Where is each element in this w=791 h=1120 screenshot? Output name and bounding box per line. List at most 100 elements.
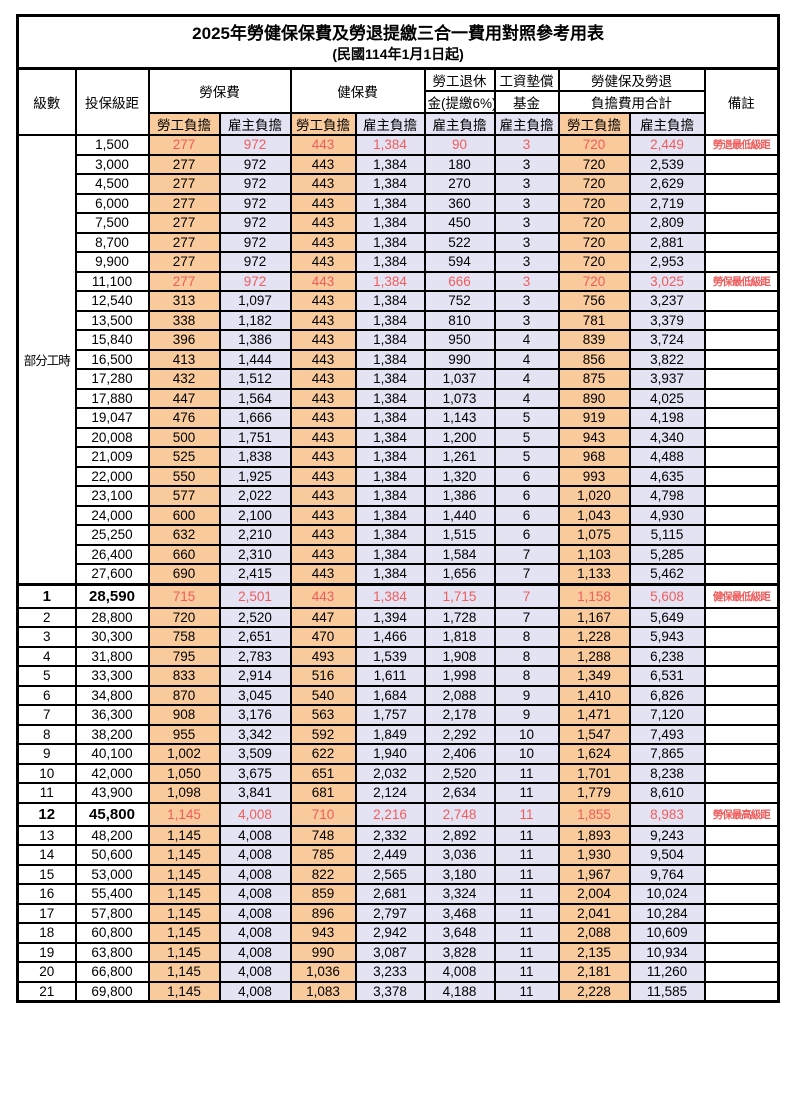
table-row: 14 50,600 1,145 4,008 785 2,449 3,036 11 1,930 9,…: [16, 844, 780, 866]
value-cell: 2,332: [354, 824, 426, 846]
remark-cell: [703, 863, 780, 885]
value-cell: 968: [557, 446, 631, 468]
value-cell: 11: [493, 782, 560, 804]
value-cell: 1,384: [354, 582, 426, 609]
value-cell: 2,415: [218, 563, 292, 585]
value-cell: 11: [493, 922, 560, 944]
value-cell: 1,656: [423, 563, 496, 585]
subheader-pension-employer: 雇主負擔: [423, 112, 496, 136]
value-cell: 1,145: [147, 922, 221, 944]
value-cell: 2,041: [557, 902, 631, 924]
value-cell: 4,008: [218, 941, 292, 963]
bracket-cell: 55,400: [74, 883, 150, 905]
table-row: 1 28,590 715 2,501 443 1,384 1,715 7 1,158 5,608 健…: [16, 582, 780, 609]
subheader-total-employee: 勞工負擔: [557, 112, 631, 136]
remark-cell: [703, 606, 780, 628]
remark-cell: [703, 922, 780, 944]
part-time-group-label: 部分工時: [16, 134, 77, 585]
value-cell: 2,501: [218, 582, 292, 609]
value-cell: 1,145: [147, 844, 221, 866]
value-cell: 1,384: [354, 173, 426, 195]
remark-cell: [703, 504, 780, 526]
value-cell: 9,243: [628, 824, 706, 846]
value-cell: 622: [289, 743, 357, 765]
table-row: 5 33,300 833 2,914 516 1,611 1,998 8 1,349 6,531: [16, 665, 780, 687]
remark-cell: [703, 782, 780, 804]
value-cell: 785: [289, 844, 357, 866]
level-cell: 12: [16, 801, 77, 827]
value-cell: 450: [423, 212, 496, 234]
value-cell: 11: [493, 863, 560, 885]
value-cell: 972: [218, 270, 292, 292]
value-cell: 748: [289, 824, 357, 846]
value-cell: 2,651: [218, 626, 292, 648]
value-cell: 10,024: [628, 883, 706, 905]
value-cell: 1,384: [354, 212, 426, 234]
bracket-cell: 40,100: [74, 743, 150, 765]
value-cell: 443: [289, 309, 357, 331]
value-cell: 1,133: [557, 563, 631, 585]
value-cell: 11: [493, 844, 560, 866]
remark-cell: [703, 543, 780, 565]
table-row: 16 55,400 1,145 4,008 859 2,681 3,324 11 2,004 10…: [16, 883, 780, 905]
level-cell: 21: [16, 980, 77, 1003]
value-cell: 1,384: [354, 309, 426, 331]
table-row: 12,540 313 1,097 443 1,384 752 3 756 3,237: [18, 290, 780, 312]
table-row: 24,000 600 2,100 443 1,384 1,440 6 1,043 4,930: [18, 504, 780, 526]
subheader-health-employer: 雇主負擔: [354, 112, 426, 136]
remark-cell: [703, 212, 780, 234]
value-cell: 1,728: [423, 606, 496, 628]
value-cell: 5,115: [628, 524, 706, 546]
value-cell: 2,216: [354, 801, 426, 827]
header-remark: 備註: [703, 67, 780, 136]
table-row: 25,250 632 2,210 443 1,384 1,515 6 1,075 5,115: [18, 524, 780, 546]
header-wage-fund-line2: 基金: [493, 90, 560, 114]
value-cell: 1,386: [423, 485, 496, 507]
value-cell: 4,008: [218, 824, 292, 846]
value-cell: 3,724: [628, 329, 706, 351]
table-row: 23,100 577 2,022 443 1,384 1,386 6 1,020 4,798: [18, 485, 780, 507]
header-total-line1: 勞健保及勞退: [557, 67, 706, 92]
value-cell: 908: [147, 704, 221, 726]
bracket-cell: 9,900: [74, 251, 150, 273]
value-cell: 11: [493, 961, 560, 983]
value-cell: 443: [289, 465, 357, 487]
value-cell: 7: [493, 582, 560, 609]
level-cell: 4: [16, 645, 77, 667]
value-cell: 360: [423, 192, 496, 214]
remark-cell: [703, 231, 780, 253]
value-cell: 875: [557, 368, 631, 390]
value-cell: 972: [218, 212, 292, 234]
value-cell: 5: [493, 407, 560, 429]
value-cell: 1,893: [557, 824, 631, 846]
table-row: 7 36,300 908 3,176 563 1,757 2,178 9 1,471 7,120: [16, 704, 780, 726]
value-cell: 822: [289, 863, 357, 885]
value-cell: 1,751: [218, 426, 292, 448]
table-row: 13,500 338 1,182 443 1,384 810 3 781 3,379: [18, 309, 780, 331]
value-cell: 2,100: [218, 504, 292, 526]
value-cell: 6: [493, 524, 560, 546]
value-cell: 516: [289, 665, 357, 687]
value-cell: 1,818: [423, 626, 496, 648]
table-row: 11,100 277 972 443 1,384 666 3 720 3,025 勞保最低級距: [18, 270, 780, 292]
table-row: 7,500 277 972 443 1,384 450 3 720 2,809: [18, 212, 780, 234]
value-cell: 1,925: [218, 465, 292, 487]
value-cell: 3: [493, 212, 560, 234]
remark-cell: [703, 348, 780, 370]
value-cell: 1,075: [557, 524, 631, 546]
value-cell: 3,841: [218, 782, 292, 804]
value-cell: 710: [289, 801, 357, 827]
value-cell: 277: [147, 270, 221, 292]
value-cell: 1,849: [354, 723, 426, 745]
value-cell: 277: [147, 231, 221, 253]
value-cell: 990: [423, 348, 496, 370]
value-cell: 4,008: [218, 980, 292, 1003]
value-cell: 11: [493, 902, 560, 924]
value-cell: 4,198: [628, 407, 706, 429]
table-row: 3 30,300 758 2,651 470 1,466 1,818 8 1,228 5,943: [16, 626, 780, 648]
value-cell: 2,135: [557, 941, 631, 963]
table-row: 9 40,100 1,002 3,509 622 1,940 2,406 10 1,624 7,8…: [16, 743, 780, 765]
value-cell: 1,020: [557, 485, 631, 507]
table-row: 17,880 447 1,564 443 1,384 1,073 4 890 4,025: [18, 387, 780, 409]
remark-cell: [703, 407, 780, 429]
